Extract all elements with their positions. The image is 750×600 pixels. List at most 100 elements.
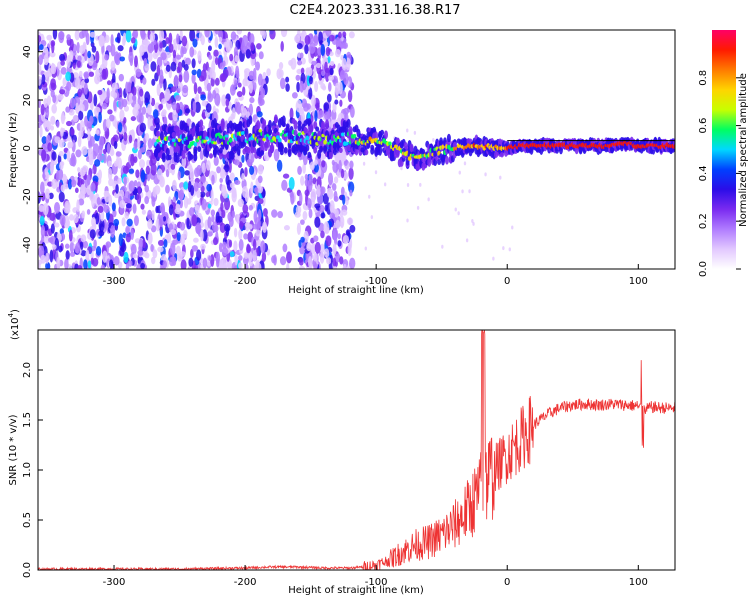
heatmap-cell: [313, 146, 318, 154]
heatmap-cell: [163, 239, 168, 248]
heatmap-cell: [76, 199, 80, 213]
heatmap-cell: [294, 211, 301, 218]
heatmap-cell: [314, 203, 321, 209]
heatmap-cell: [69, 241, 75, 254]
heatmap-cell: [88, 154, 94, 166]
heatmap-cell: [60, 67, 67, 75]
heatmap-cell: [297, 60, 303, 66]
heatmap-cell: [130, 153, 135, 167]
heatmap-cell: [320, 212, 326, 219]
heatmap-cell: [59, 214, 66, 226]
heatmap-cell: [38, 99, 42, 108]
heatmap-cell: [113, 218, 120, 227]
heatmap-cell: [132, 86, 137, 97]
heatmap-cell: [323, 144, 328, 152]
heatmap-cell: [98, 34, 105, 47]
heatmap-cell: [141, 209, 146, 215]
heatmap-cell: [175, 203, 181, 211]
heatmap-cell: [339, 99, 343, 107]
heatmap-cell: [318, 31, 323, 45]
heatmap-cell: [54, 136, 61, 144]
heatmap-cell: [208, 255, 212, 261]
heatmap-cell: [253, 265, 258, 269]
heatmap-cell: [106, 142, 111, 155]
heatmap-cell: [262, 30, 267, 40]
heatmap-cell: [177, 170, 181, 181]
heatmap-cell: [110, 146, 114, 155]
heatmap-cell: [472, 221, 475, 226]
heatmap-cell: [323, 102, 330, 111]
heatmap-cell: [46, 34, 53, 41]
heatmap-cell: [206, 183, 212, 192]
heatmap-cell: [49, 51, 56, 58]
heatmap-cell: [219, 62, 225, 70]
heatmap-cell: [342, 194, 346, 206]
heatmap-cell: [223, 262, 228, 269]
heatmap-x-tick-label: 100: [629, 276, 648, 287]
heatmap-cell: [297, 124, 302, 132]
heatmap-cell: [147, 138, 153, 149]
heatmap-cell: [347, 90, 353, 103]
heatmap-cell: [309, 42, 316, 54]
heatmap-cell: [171, 138, 176, 143]
heatmap-cell: [245, 263, 249, 269]
heatmap-cell: [332, 243, 337, 256]
heatmap-cell: [273, 148, 280, 162]
heatmap-cell: [116, 32, 121, 44]
heatmap-cell: [243, 251, 249, 260]
heatmap-cell: [286, 263, 290, 269]
heatmap-cell: [316, 62, 321, 69]
heatmap-cell: [333, 176, 339, 184]
snr-y-label: SNR (10 * v/v): [8, 414, 19, 485]
heatmap-cell: [147, 213, 152, 220]
heatmap-cell: [58, 191, 65, 203]
heatmap-cell: [273, 254, 277, 266]
heatmap-cell: [229, 251, 235, 258]
heatmap-cell: [349, 224, 356, 233]
heatmap-cell: [159, 30, 165, 42]
heatmap-cell: [220, 121, 225, 132]
heatmap-cell: [344, 141, 349, 146]
heatmap-cell: [256, 43, 262, 50]
heatmap-cell: [107, 109, 113, 115]
heatmap-cell: [86, 120, 93, 128]
heatmap-cell: [281, 179, 288, 191]
heatmap-cell: [282, 243, 288, 253]
heatmap-cell: [458, 170, 461, 175]
heatmap-cell: [115, 151, 122, 157]
heatmap-cell: [245, 221, 250, 232]
heatmap-cell: [269, 145, 274, 153]
heatmap-cell: [349, 257, 356, 269]
heatmap-cell: [101, 102, 108, 110]
heatmap-cell: [143, 57, 148, 66]
heatmap-cell: [319, 204, 325, 213]
heatmap-cell: [176, 87, 181, 94]
heatmap-cell: [72, 62, 76, 69]
heatmap-cell: [214, 77, 220, 86]
heatmap-cell: [165, 184, 170, 194]
heatmap-cell: [200, 175, 207, 183]
heatmap-cell: [337, 31, 342, 39]
heatmap-cell: [132, 30, 139, 40]
heatmap-cell: [221, 209, 226, 219]
heatmap-cell: [167, 196, 172, 208]
heatmap-cell: [242, 186, 249, 199]
heatmap-cell: [165, 64, 171, 72]
heatmap-cell: [323, 139, 327, 145]
heatmap-cell: [218, 36, 223, 43]
heatmap-cell: [337, 240, 342, 247]
heatmap-cell: [238, 121, 243, 130]
heatmap-cell: [97, 205, 104, 214]
heatmap-cell: [187, 180, 192, 193]
heatmap-cell: [63, 153, 67, 160]
heatmap-cell: [155, 130, 160, 137]
heatmap-cell: [162, 260, 167, 269]
heatmap-cell: [59, 89, 66, 95]
heatmap-x-label: Height of straight line (km): [288, 285, 424, 296]
heatmap-cell: [77, 55, 82, 63]
heatmap-cell: [193, 142, 198, 147]
heatmap-cell: [441, 244, 444, 249]
heatmap-cell: [213, 197, 219, 207]
heatmap-cell: [159, 131, 164, 141]
heatmap-cell: [110, 34, 114, 47]
